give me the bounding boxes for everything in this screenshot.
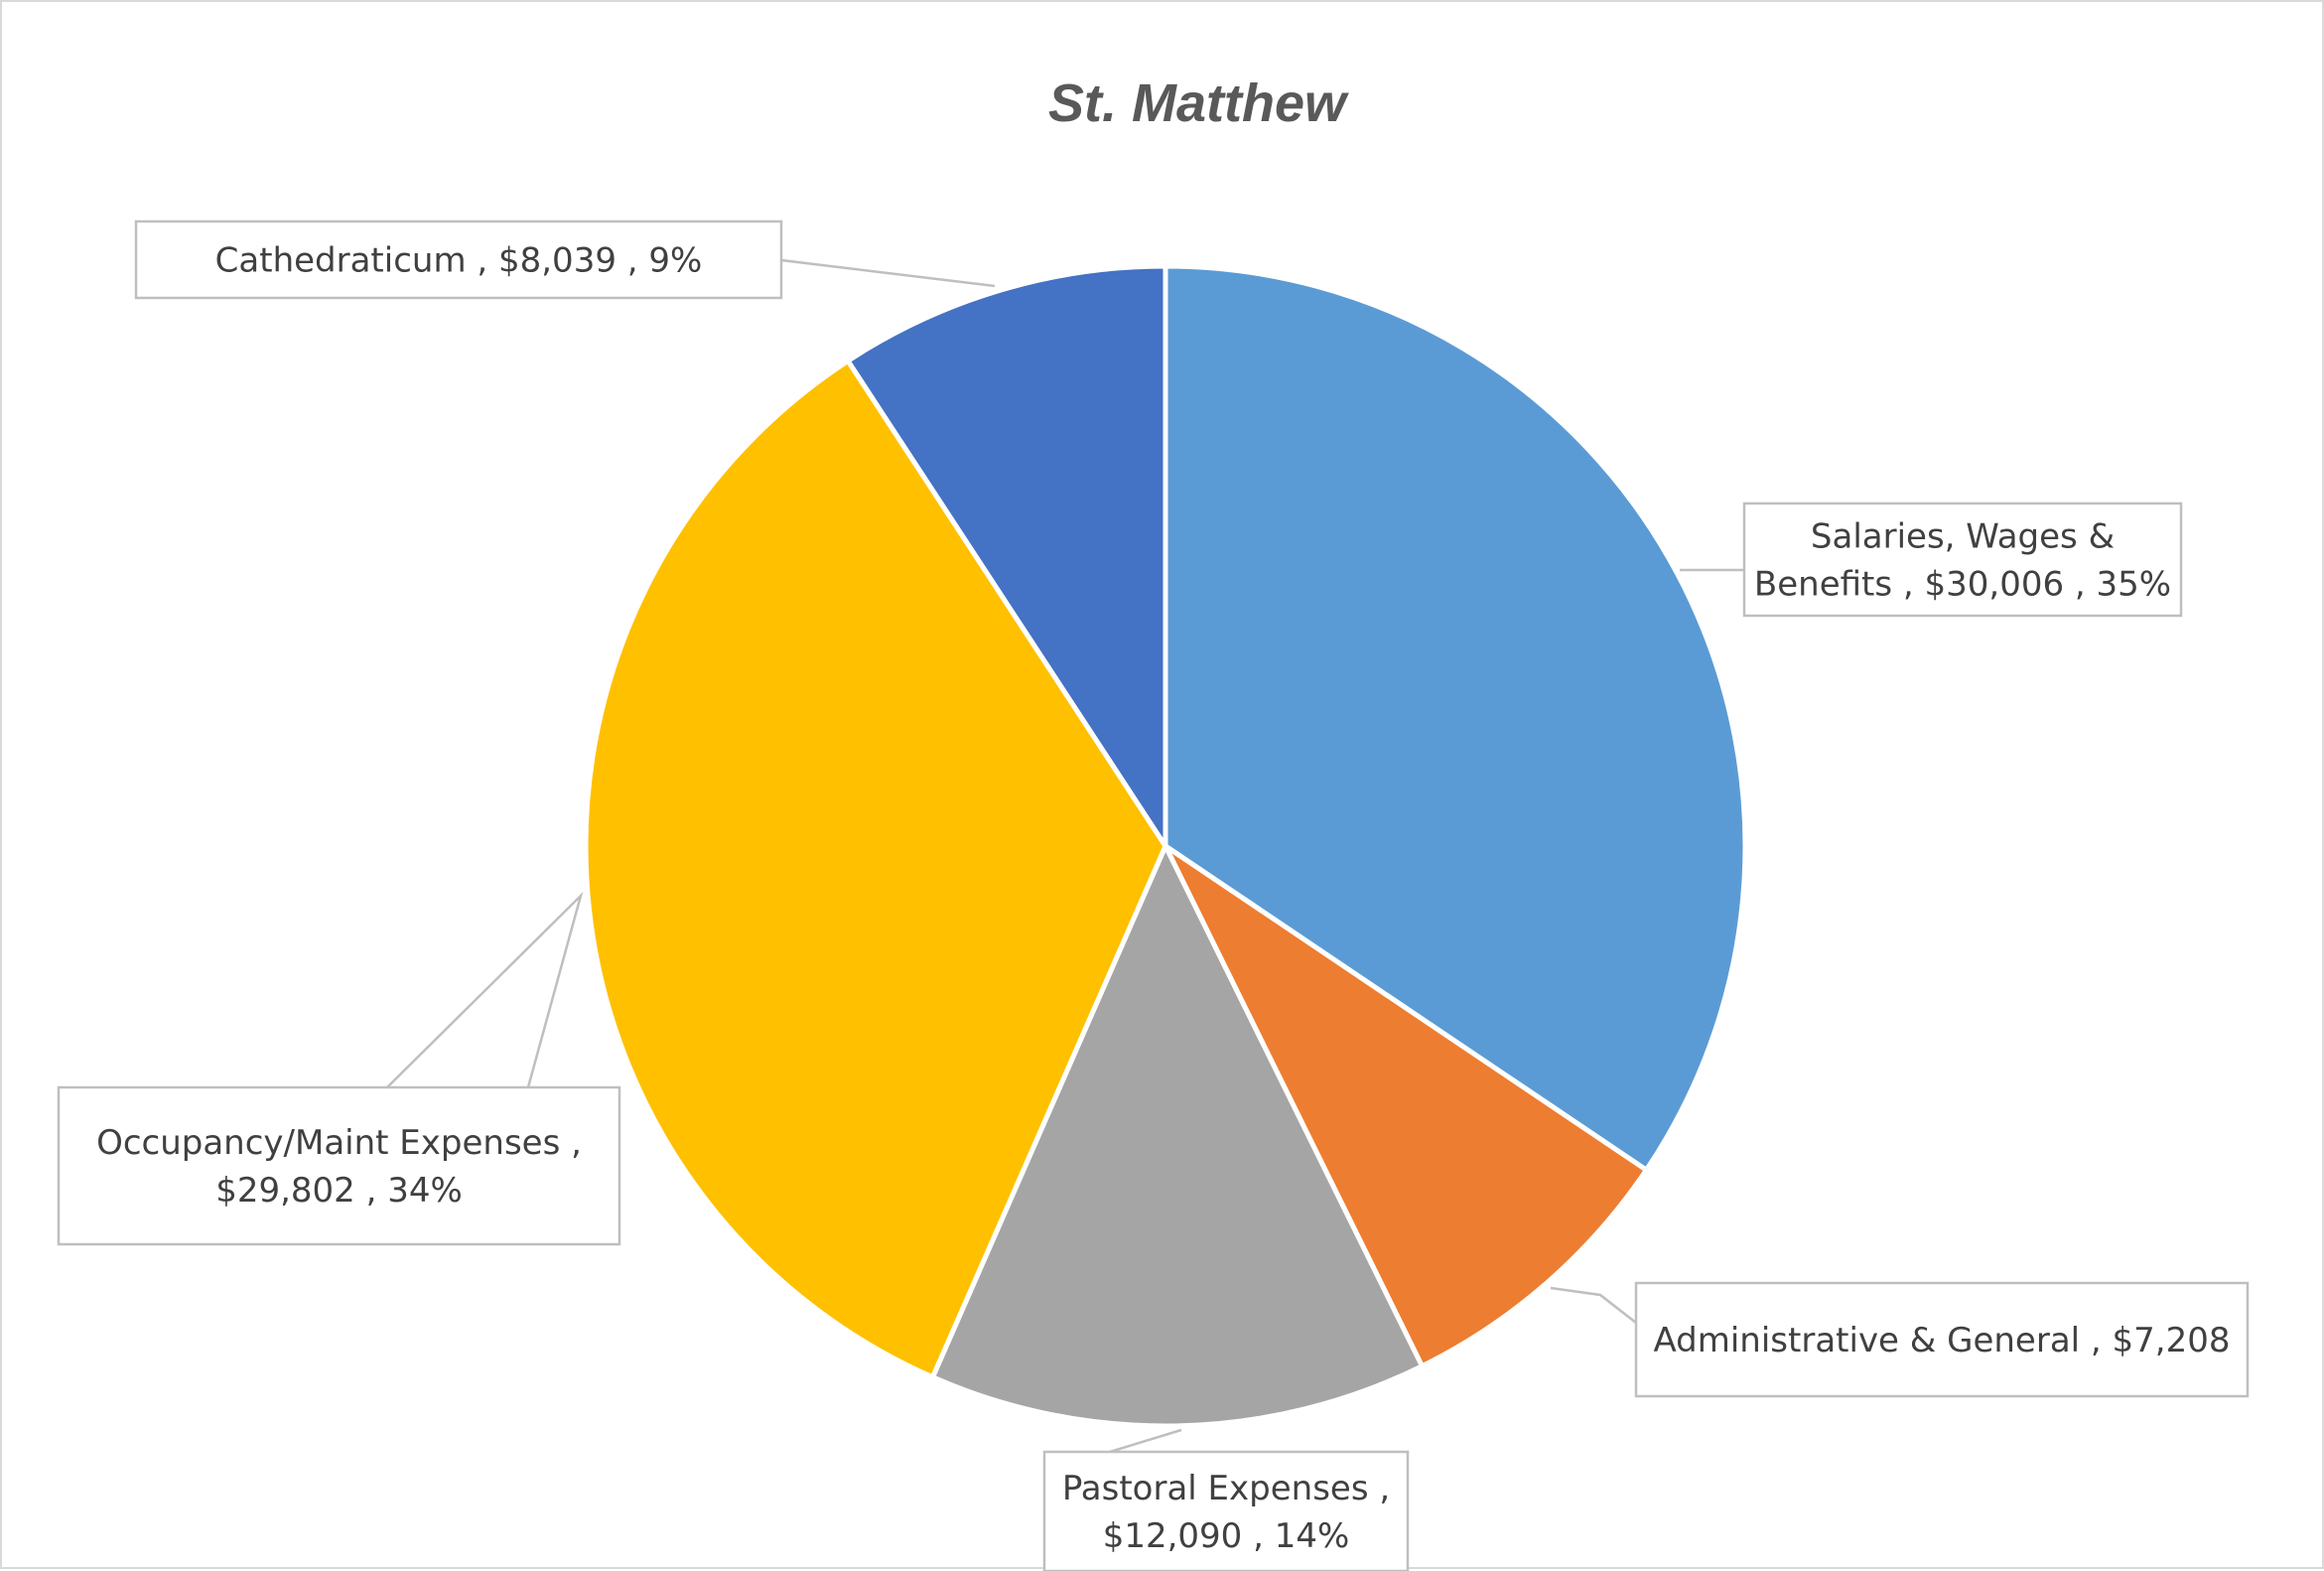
data-label-box [1042, 1450, 1410, 1571]
leader-line [780, 258, 996, 288]
data-label-text: Occupancy/Maint Expenses , [96, 1123, 582, 1163]
leader-line [1550, 1286, 1637, 1324]
data-label-text: Salaries, Wages & [1811, 517, 2115, 557]
leader-line [1109, 1428, 1182, 1454]
slices-layer [583, 263, 1748, 1429]
data-label-text: Administrative & General , $7,208 [1654, 1321, 2231, 1360]
data-label-text: Pastoral Expenses , [1062, 1469, 1390, 1508]
data-label-box [1742, 501, 2183, 618]
data-label-box [134, 219, 783, 300]
data-label-box [1634, 1281, 2250, 1398]
pie-slice-pastoral-expenses [929, 840, 1426, 1429]
leader-line [386, 891, 584, 1088]
pie-slice-salaries-wages-benefits [1162, 263, 1748, 1174]
data-label-text: $29,802 , 34% [215, 1171, 463, 1211]
chart-title: St. Matthew [1048, 73, 1349, 133]
pie-slice-occupancy-maint-expenses [583, 357, 1168, 1381]
data-label-text: Cathedraticum , $8,039 , 9% [215, 241, 703, 281]
data-label-box [57, 1085, 621, 1246]
data-label-text: Benefits , $30,006 , 35% [1754, 565, 2171, 605]
pie-slice-administrative-general [1159, 838, 1650, 1370]
pie-slice-cathedraticum [844, 263, 1168, 855]
labels-layer: Salaries, Wages & Benefits , $30,006 , 35… [57, 219, 2250, 1571]
leaders-layer [386, 258, 1744, 1454]
data-label-text: $12,090 , 14% [1103, 1516, 1350, 1556]
